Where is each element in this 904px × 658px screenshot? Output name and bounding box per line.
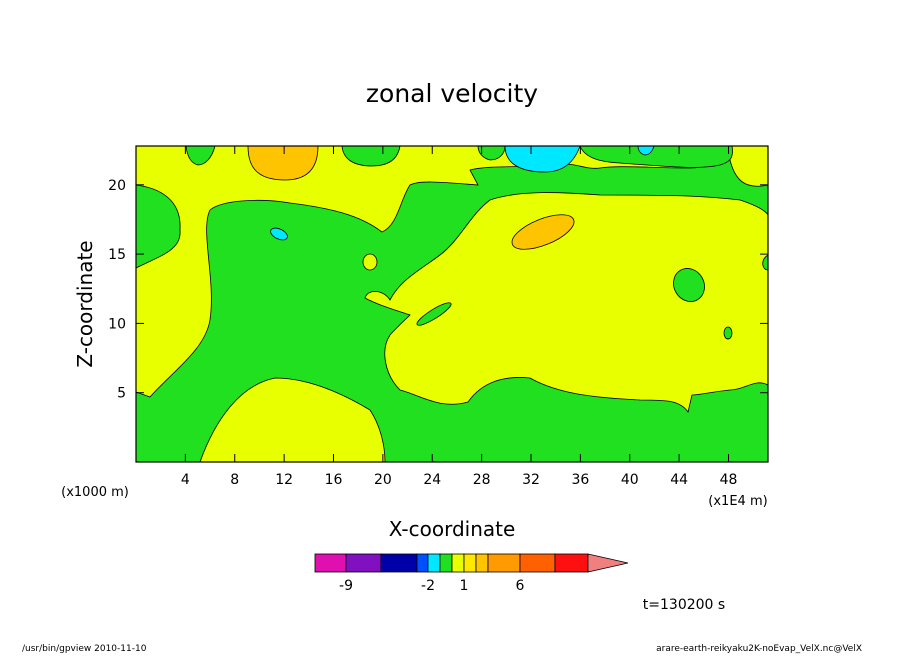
y-tick-label: 10 — [108, 316, 126, 332]
x-axis-label: X-coordinate — [389, 517, 516, 541]
contour-region — [362, 253, 378, 271]
colorbar-tick-label: 6 — [516, 578, 525, 594]
contour-region — [673, 268, 705, 302]
colorbar-tick-label: -2 — [421, 578, 435, 594]
colorbar-segment — [380, 553, 418, 573]
x-tick-label: 40 — [621, 472, 639, 488]
contour-region — [341, 145, 401, 167]
colorbar-segment — [314, 553, 347, 573]
x-tick-label: 24 — [423, 472, 441, 488]
contour-region — [511, 214, 575, 250]
x-tick-label: 28 — [473, 472, 491, 488]
footer-right: arare-earth-reikyaku2K-noEvap_VelX.nc@Ve… — [656, 644, 862, 654]
colorbar-segment — [554, 553, 589, 573]
contour-region — [579, 145, 733, 168]
colorbar-segment — [463, 553, 477, 573]
contour-region — [270, 227, 288, 241]
contour-region — [416, 302, 452, 326]
time-annotation: t=130200 s — [643, 597, 725, 613]
x-tick-label: 20 — [374, 472, 392, 488]
x-tick-label: 4 — [181, 472, 190, 488]
x-tick-label: 16 — [325, 472, 343, 488]
contour-region — [199, 377, 386, 463]
footer-left: /usr/bin/gpview 2010-11-10 — [22, 644, 147, 654]
colorbar-extension — [587, 553, 629, 573]
contour-region — [247, 145, 319, 181]
x-tick-label: 44 — [670, 472, 688, 488]
contour-region — [504, 145, 581, 173]
x-tick-label: 36 — [571, 472, 589, 488]
contour-region — [723, 326, 733, 340]
contour-region — [185, 145, 216, 166]
x-tick-label: 32 — [522, 472, 540, 488]
contour-region — [477, 145, 506, 161]
colorbar-tick-label: 1 — [460, 578, 469, 594]
colorbar-segment — [439, 553, 453, 573]
chart-title: zonal velocity — [366, 79, 538, 108]
colorbar-segment — [416, 553, 429, 573]
colorbar-segment — [345, 553, 382, 573]
x-tick-label: 48 — [720, 472, 738, 488]
contour-region — [637, 145, 655, 156]
contour-field — [135, 145, 769, 463]
y-tick-label: 15 — [108, 247, 126, 263]
x-unit: (x1000 m) — [61, 485, 129, 500]
y-tick-label: 20 — [108, 178, 126, 194]
plot-frame — [135, 145, 769, 463]
colorbar-segment — [451, 553, 465, 573]
x-tick-label: 8 — [230, 472, 239, 488]
colorbar-segment — [475, 553, 489, 573]
contour-region — [364, 192, 769, 413]
colorbar-tick-label: -9 — [339, 578, 353, 594]
x-tick-label: 12 — [275, 472, 293, 488]
y-tick-label: 5 — [117, 386, 126, 402]
colorbar-segment — [427, 553, 441, 573]
colorbar-segment — [519, 553, 556, 573]
contour-region — [135, 145, 769, 398]
x-unit-scaled: (x1E4 m) — [708, 494, 767, 509]
y-axis-label: Z-coordinate — [73, 240, 97, 367]
colorbar-segment — [487, 553, 521, 573]
